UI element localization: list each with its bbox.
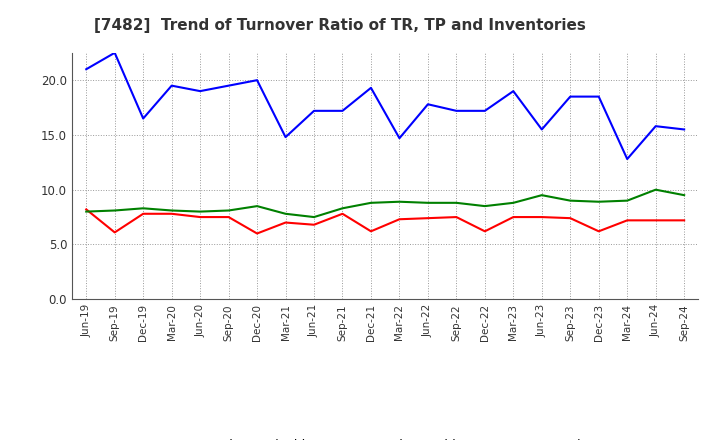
Trade Receivables [652,218,660,223]
Trade Receivables [366,229,375,234]
Trade Payables [310,108,318,114]
Trade Receivables [566,216,575,221]
Trade Receivables [480,229,489,234]
Trade Payables [110,50,119,55]
Trade Receivables [310,222,318,227]
Inventories [623,198,631,203]
Inventories [82,209,91,214]
Line: Trade Payables: Trade Payables [86,53,684,159]
Trade Payables [509,88,518,94]
Trade Receivables [509,214,518,220]
Trade Payables [652,124,660,129]
Trade Payables [282,135,290,140]
Trade Receivables [253,231,261,236]
Trade Payables [480,108,489,114]
Trade Payables [366,85,375,91]
Line: Inventories: Inventories [86,190,684,217]
Legend: Trade Receivables, Trade Payables, Inventories: Trade Receivables, Trade Payables, Inven… [170,433,600,440]
Trade Receivables [537,214,546,220]
Inventories [196,209,204,214]
Inventories [480,203,489,209]
Trade Receivables [680,218,688,223]
Inventories [452,200,461,205]
Inventories [423,200,432,205]
Inventories [253,203,261,209]
Trade Payables [82,66,91,72]
Inventories [537,193,546,198]
Trade Payables [680,127,688,132]
Trade Payables [452,108,461,114]
Trade Payables [253,77,261,83]
Trade Payables [566,94,575,99]
Trade Receivables [82,207,91,212]
Trade Payables [595,94,603,99]
Inventories [139,205,148,211]
Trade Receivables [282,220,290,225]
Trade Receivables [139,211,148,216]
Text: [7482]  Trend of Turnover Ratio of TR, TP and Inventories: [7482] Trend of Turnover Ratio of TR, TP… [94,18,585,33]
Inventories [652,187,660,192]
Trade Receivables [196,214,204,220]
Trade Receivables [423,216,432,221]
Trade Payables [395,136,404,141]
Trade Payables [623,156,631,161]
Trade Receivables [110,230,119,235]
Trade Receivables [623,218,631,223]
Trade Receivables [395,216,404,222]
Trade Receivables [595,229,603,234]
Inventories [366,200,375,205]
Inventories [225,208,233,213]
Inventories [595,199,603,204]
Inventories [282,211,290,216]
Trade Receivables [225,214,233,220]
Inventories [338,205,347,211]
Inventories [310,214,318,220]
Trade Payables [338,108,347,114]
Inventories [110,208,119,213]
Trade Payables [225,83,233,88]
Trade Payables [423,102,432,107]
Trade Receivables [452,214,461,220]
Line: Trade Receivables: Trade Receivables [86,209,684,234]
Inventories [566,198,575,203]
Inventories [395,199,404,204]
Trade Payables [139,116,148,121]
Inventories [680,193,688,198]
Inventories [167,208,176,213]
Trade Payables [537,127,546,132]
Inventories [509,200,518,205]
Trade Payables [167,83,176,88]
Trade Receivables [167,211,176,216]
Trade Payables [196,88,204,94]
Trade Receivables [338,211,347,216]
